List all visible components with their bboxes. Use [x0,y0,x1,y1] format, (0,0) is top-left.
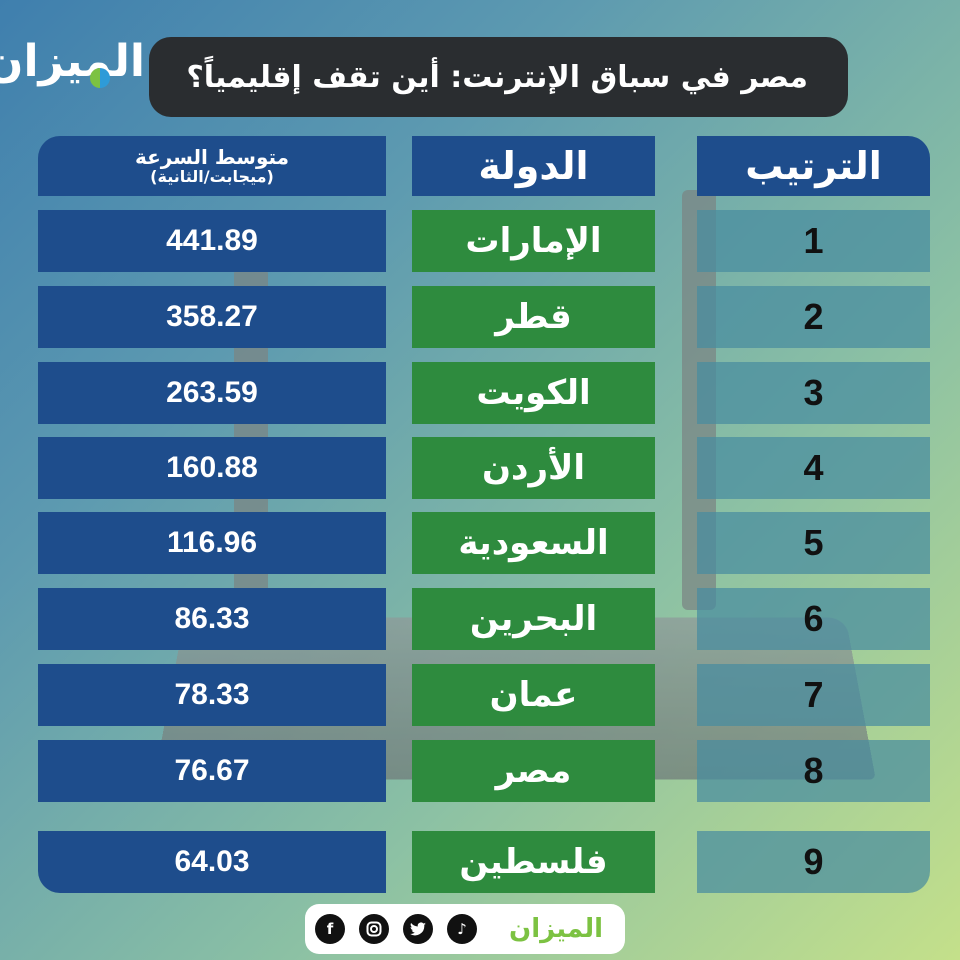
rank-cell: 1 [697,210,930,272]
header-speed: متوسط السرعة (ميجابت/الثانية) [38,136,386,196]
table-row: 160.88 الأردن 4 [0,437,960,499]
social-footer: f ♪ الميزان [305,904,625,954]
country-cell: فلسطين [412,831,655,893]
rank-cell: 9 [697,831,930,893]
speed-cell: 160.88 [38,437,386,499]
brand-logo-text: الميزان [0,36,146,87]
speed-cell: 86.33 [38,588,386,650]
header-country: الدولة [412,136,655,196]
header-rank: الترتيب [697,136,930,196]
rank-cell: 7 [697,664,930,726]
table-row: 86.33 البحرين 6 [0,588,960,650]
speed-cell: 116.96 [38,512,386,574]
rank-cell: 5 [697,512,930,574]
twitter-icon[interactable] [403,914,433,944]
rank-cell: 2 [697,286,930,348]
speed-cell: 78.33 [38,664,386,726]
speed-cell: 76.67 [38,740,386,802]
title-bar: مصر في سباق الإنترنت: أين تقف إقليمياً؟ [149,37,848,117]
country-cell: الإمارات [412,210,655,272]
country-cell: مصر [412,740,655,802]
tiktok-icon[interactable]: ♪ [447,914,477,944]
footer-logo: الميزان [509,914,603,944]
facebook-icon[interactable]: f [315,914,345,944]
rank-cell: 3 [697,362,930,424]
country-cell: الكويت [412,362,655,424]
table-row: 358.27 قطر 2 [0,286,960,348]
brand-logo: الميزان [0,32,146,88]
speed-cell: 64.03 [38,831,386,893]
header-speed-label: متوسط السرعة [134,145,290,170]
country-cell: قطر [412,286,655,348]
country-cell: البحرين [412,588,655,650]
rank-cell: 8 [697,740,930,802]
page-title: مصر في سباق الإنترنت: أين تقف إقليمياً؟ [186,59,808,95]
table-row: 116.96 السعودية 5 [0,512,960,574]
table-row: 78.33 عمان 7 [0,664,960,726]
table-row: 441.89 الإمارات 1 [0,210,960,272]
header-speed-unit: (ميجابت/الثانية) [150,167,274,187]
table-row: 76.67 مصر 8 [0,740,960,802]
country-cell: السعودية [412,512,655,574]
country-cell: عمان [412,664,655,726]
rank-cell: 6 [697,588,930,650]
country-cell: الأردن [412,437,655,499]
rank-cell: 4 [697,437,930,499]
speed-cell: 358.27 [38,286,386,348]
table-row: 64.03 فلسطين 9 [0,831,960,893]
speed-cell: 441.89 [38,210,386,272]
speed-cell: 263.59 [38,362,386,424]
instagram-icon[interactable] [359,914,389,944]
brand-logo-dot [90,68,110,88]
table-row: 263.59 الكويت 3 [0,362,960,424]
